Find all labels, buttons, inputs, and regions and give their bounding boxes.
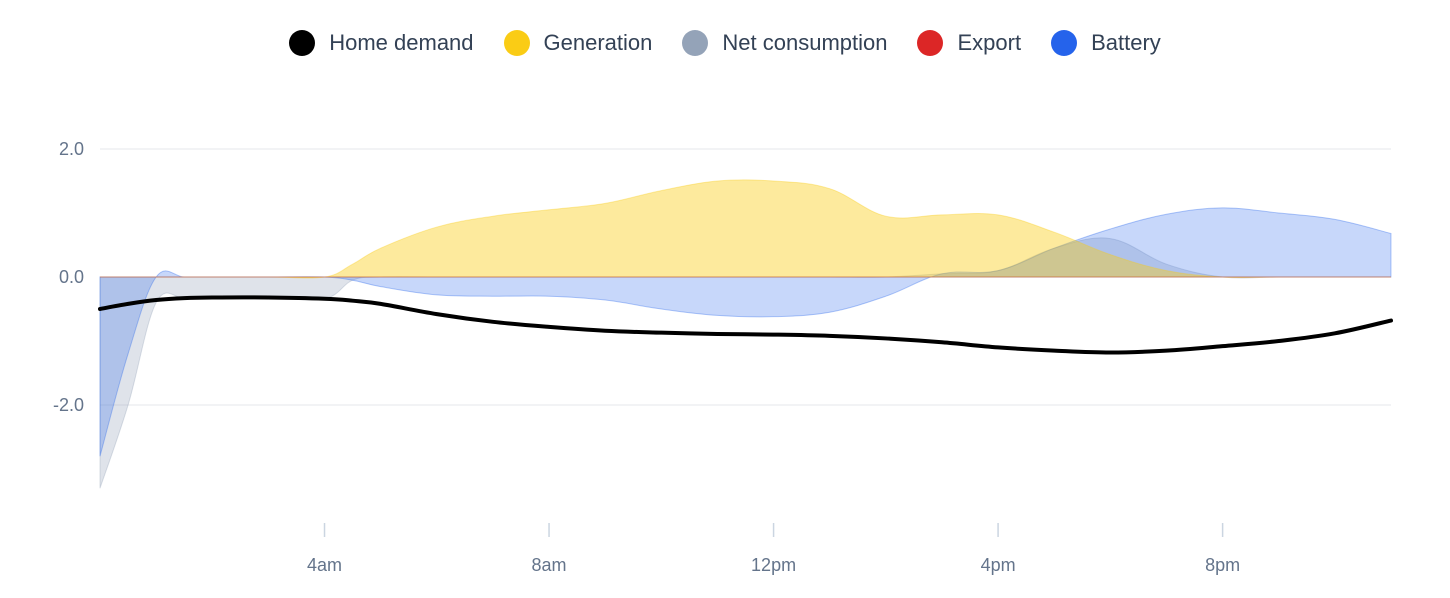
y-tick-label: -2.0: [53, 395, 84, 415]
line-home-demand: [98, 295, 1393, 355]
legend-swatch-generation: [503, 30, 530, 56]
legend-label-battery: Battery: [1091, 30, 1161, 55]
axes: 4am 8am 12pm 4pm 8pm: [307, 523, 1240, 575]
legend-item-export[interactable]: Export: [917, 30, 1021, 56]
x-tick-label: 4pm: [981, 555, 1016, 575]
legend-item-generation[interactable]: Generation: [503, 30, 653, 56]
legend-swatch-net-consumption: [682, 30, 709, 56]
area-battery: [99, 207, 1392, 457]
legend-label-generation: Generation: [543, 30, 653, 55]
legend-item-battery[interactable]: Battery: [1051, 30, 1161, 56]
legend-item-home-demand[interactable]: Home demand: [289, 30, 474, 56]
area-generation: [100, 179, 1391, 279]
gridlines: 2.0 0.0 -2.0: [53, 139, 1391, 415]
legend-swatch-home-demand: [289, 30, 316, 56]
x-tick-label: 8pm: [1205, 555, 1240, 575]
legend-item-net-consumption[interactable]: Net consumption: [682, 30, 887, 56]
legend-label-home-demand: Home demand: [329, 30, 474, 55]
x-tick-label: 12pm: [751, 555, 796, 575]
legend-swatch-battery: [1051, 30, 1078, 56]
legend-label-export: Export: [957, 30, 1022, 55]
area-series: [99, 179, 1392, 489]
y-tick-label: 2.0: [59, 139, 84, 159]
x-tick-label: 4am: [307, 555, 342, 575]
chart-legend: Home demand Generation Net consumption E…: [0, 30, 1450, 56]
legend-label-net-consumption: Net consumption: [722, 30, 888, 55]
y-tick-label: 0.0: [59, 267, 84, 287]
legend-swatch-export: [917, 30, 944, 56]
line-series: [98, 295, 1393, 355]
x-tick-label: 8am: [532, 555, 567, 575]
